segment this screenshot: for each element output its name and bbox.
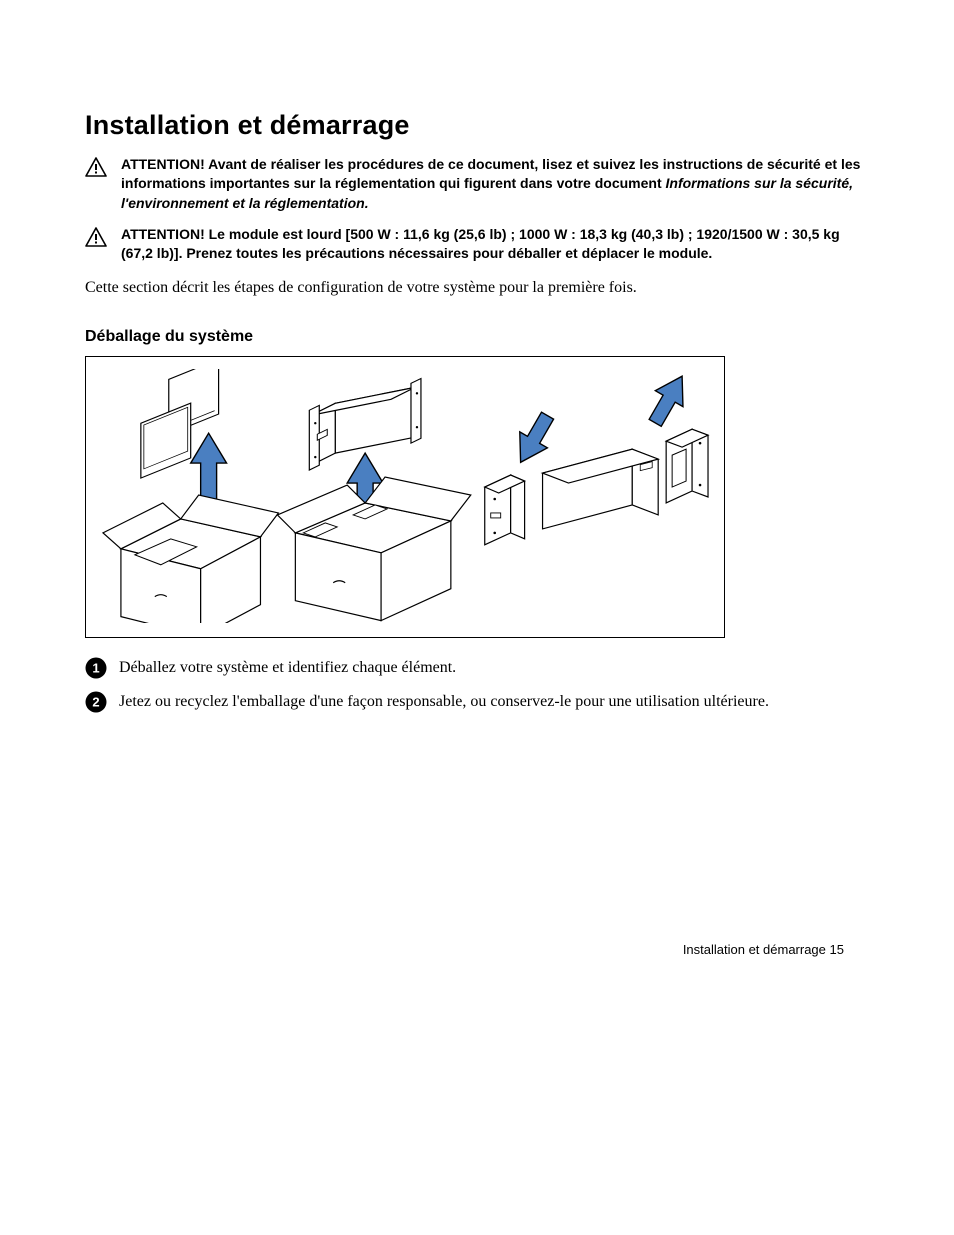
step-badge-1-icon: 1 — [85, 657, 107, 679]
attention-block-1: ATTENTION! Avant de réaliser les procédu… — [85, 155, 869, 213]
intro-paragraph: Cette section décrit les étapes de confi… — [85, 276, 869, 300]
subheading-unpacking: Déballage du système — [85, 328, 869, 346]
attention-body-2: Le module est lourd [500 W : 11,6 kg (25… — [121, 226, 840, 261]
warning-icon — [85, 227, 107, 252]
footer-page-number: 15 — [830, 942, 844, 957]
unpacking-illustration-svg — [96, 369, 714, 623]
step-badge-2-icon: 2 — [85, 691, 107, 713]
step-number-1: 1 — [92, 660, 99, 675]
step-1: 1 Déballez votre système et identifiez c… — [85, 656, 869, 680]
attention-prefix-2: ATTENTION! — [121, 226, 209, 242]
attention-prefix-1: ATTENTION! — [121, 156, 208, 172]
attention-text-2: ATTENTION! Le module est lourd [500 W : … — [121, 225, 869, 264]
warning-icon — [85, 157, 107, 182]
attention-text-1: ATTENTION! Avant de réaliser les procédu… — [121, 155, 869, 213]
step-text-1: Déballez votre système et identifiez cha… — [119, 656, 456, 680]
attention-block-2: ATTENTION! Le module est lourd [500 W : … — [85, 225, 869, 264]
page-title: Installation et démarrage — [85, 110, 869, 141]
step-text-2: Jetez ou recyclez l'emballage d'une faço… — [119, 690, 769, 714]
step-number-2: 2 — [92, 694, 99, 709]
page-footer: Installation et démarrage 15 — [683, 942, 844, 957]
step-2: 2 Jetez ou recyclez l'emballage d'une fa… — [85, 690, 869, 714]
unpacking-figure — [85, 356, 725, 638]
footer-section: Installation et démarrage — [683, 942, 826, 957]
